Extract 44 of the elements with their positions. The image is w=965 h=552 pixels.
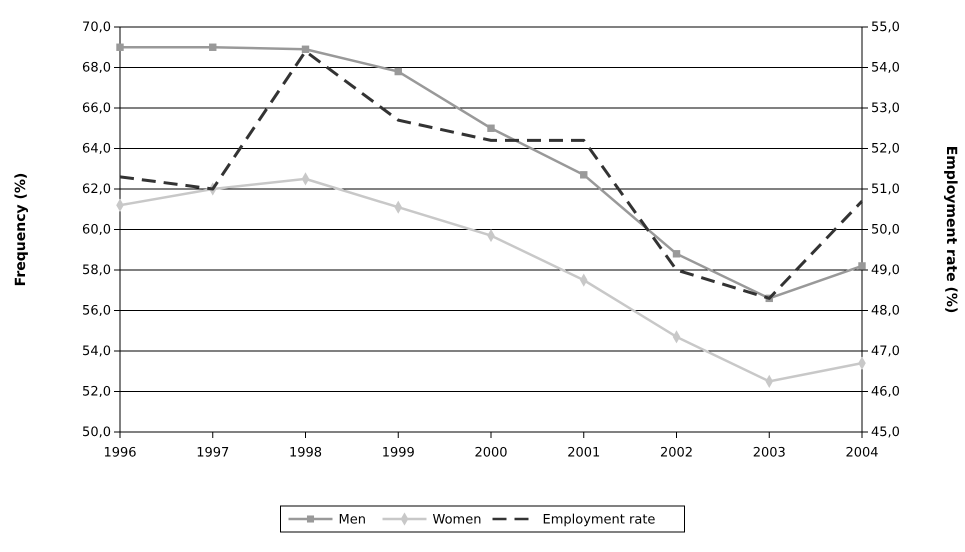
y2-axis-title: Employment rate (%): [943, 146, 959, 314]
y2-tick-label: 51,0: [871, 182, 900, 198]
y-tick-label: 68,0: [82, 60, 111, 76]
point: [394, 68, 402, 76]
point: [672, 250, 680, 258]
y2-tick-label: 53,0: [871, 101, 900, 116]
y-axis-title: Frequency (%): [13, 172, 29, 286]
x-tick-label: 1997: [196, 446, 230, 461]
y2-tick-label: 47,0: [871, 344, 900, 360]
x-tick-label: 1996: [103, 446, 137, 461]
y-tick-label: 58,0: [82, 263, 111, 278]
x-tick-label: 1998: [288, 446, 322, 461]
y2-tick-label: 49,0: [871, 263, 900, 278]
y-tick-label: 66,0: [82, 101, 111, 116]
y2-tick-label: 52,0: [871, 142, 900, 157]
point: [580, 171, 588, 179]
y-tick-label: 50,0: [82, 425, 111, 440]
point: [487, 124, 495, 132]
legend-label: Employment rate: [542, 512, 656, 528]
y2-tick-label: 54,0: [871, 60, 900, 76]
point: [209, 44, 216, 51]
y-tick-label: 70,0: [82, 20, 111, 36]
point: [302, 46, 310, 53]
x-tick-label: 2002: [660, 446, 694, 461]
x-tick-label: 2001: [567, 446, 600, 461]
y-tick-label: 64,0: [82, 142, 111, 157]
point: [858, 262, 866, 270]
y2-tick-label: 48,0: [871, 304, 900, 319]
legend-label: Women: [432, 512, 482, 528]
x-tick-label: 2000: [474, 446, 508, 461]
y-tick-label: 56,0: [82, 304, 111, 319]
point: [116, 44, 124, 51]
y-tick-label: 54,0: [82, 344, 111, 360]
legend-label: Men: [338, 512, 366, 528]
y-tick-label: 62,0: [82, 182, 111, 198]
y-tick-label: 52,0: [82, 384, 111, 400]
x-tick-label: 1999: [382, 446, 415, 461]
y2-tick-label: 50,0: [871, 222, 900, 238]
x-tick-label: 2003: [752, 446, 786, 461]
y2-tick-label: 55,0: [871, 20, 900, 36]
x-tick-label: 2004: [845, 446, 879, 461]
y-tick-label: 60,0: [82, 222, 111, 238]
y2-tick-label: 45,0: [871, 425, 900, 440]
y2-tick-label: 46,0: [871, 384, 900, 400]
